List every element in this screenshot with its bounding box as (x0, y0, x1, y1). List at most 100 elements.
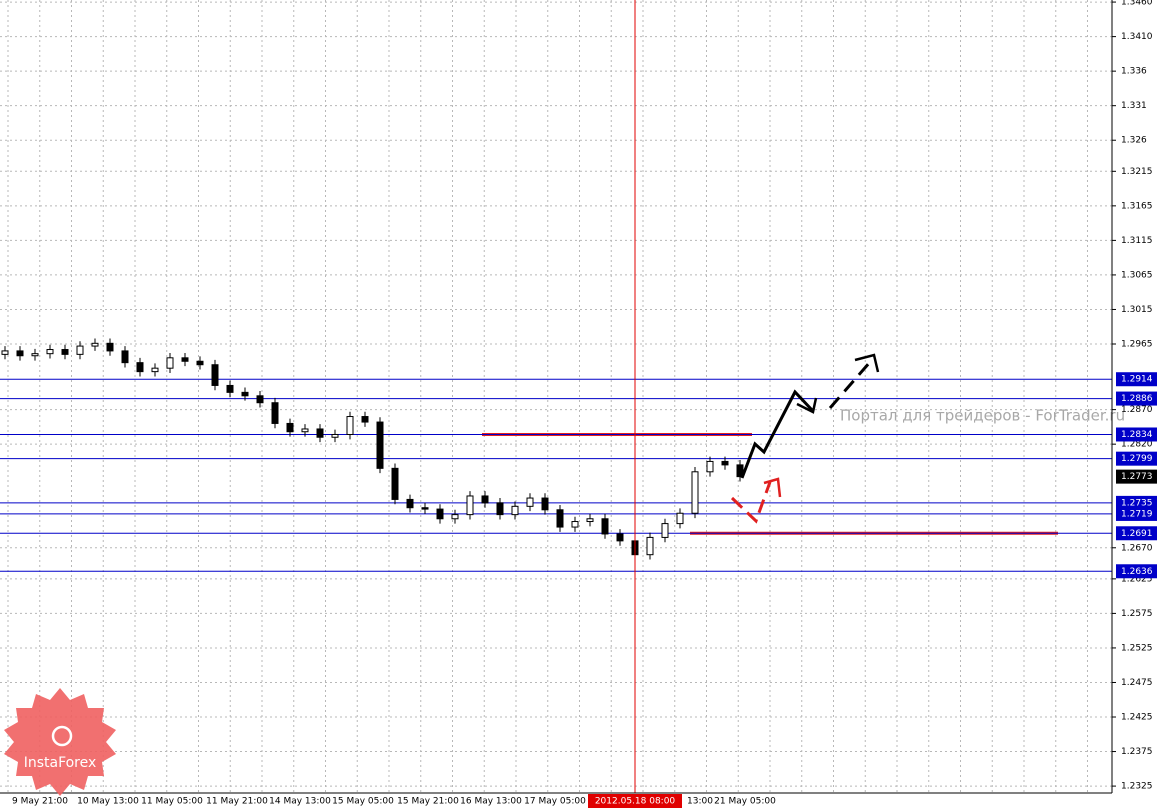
candle-body (331, 433, 339, 438)
candle-body (211, 364, 219, 386)
candle-body (406, 498, 414, 509)
y-tick-label: 1.3115 (1121, 236, 1153, 246)
candle-body (286, 422, 294, 433)
candle-body (526, 497, 534, 507)
candle-body (616, 533, 624, 542)
candle-body (466, 495, 474, 516)
x-tick-label: 11 May 05:00 (141, 797, 203, 807)
candle-body (661, 523, 669, 538)
level-label-bg (1116, 526, 1157, 541)
y-tick-label: 1.2625 (1121, 574, 1153, 584)
level-label: 1.2691 (1121, 529, 1153, 539)
arrow-head (763, 477, 782, 498)
candle-body (346, 416, 354, 435)
candle-body (181, 357, 189, 362)
candle-body (451, 514, 459, 520)
candle-body (646, 536, 654, 556)
candle-body (556, 509, 564, 528)
candle-body (256, 395, 264, 404)
level-label: 1.2914 (1121, 375, 1153, 385)
y-tick-label: 1.2375 (1121, 747, 1153, 757)
crosshair-label-bg (588, 794, 682, 808)
x-tick-label: 10 May 13:00 (77, 797, 139, 807)
level-label: 1.2735 (1121, 498, 1153, 508)
y-tick-label: 1.2870 (1121, 405, 1153, 415)
x-tick-label: 15 May 05:00 (332, 797, 394, 807)
level-label: 1.2719 (1121, 509, 1153, 519)
level-label-bg (1116, 427, 1157, 442)
candle-body (421, 507, 429, 510)
logo-badge (4, 688, 116, 796)
candle-body (76, 345, 84, 355)
level-label-bg (1116, 372, 1157, 387)
candle-body (571, 521, 579, 528)
level-label: 1.2636 (1121, 567, 1153, 577)
candle-body (61, 349, 69, 355)
y-tick-label: 1.3410 (1121, 32, 1153, 42)
candle-body (676, 512, 684, 525)
y-tick-label: 1.2575 (1121, 609, 1153, 619)
y-tick-label: 1.2820 (1121, 440, 1153, 450)
arrow-head (796, 397, 818, 414)
y-tick-label: 1.3165 (1121, 201, 1153, 211)
crosshair-label: 2012.05.18 08:00 (595, 797, 676, 807)
level-label-bg (1116, 506, 1157, 521)
level-label-bg (1116, 564, 1157, 579)
candle-body (151, 367, 159, 373)
candle-body (721, 460, 729, 466)
y-tick-label: 1.2325 (1121, 782, 1153, 792)
candle-body (166, 357, 174, 369)
y-tick-label: 1.2475 (1121, 678, 1153, 688)
candle-body (691, 471, 699, 514)
logo-text: InstaForex (24, 755, 97, 771)
y-tick-label: 1.3460 (1121, 0, 1153, 8)
candle-body (16, 350, 24, 357)
level-label: 1.2799 (1121, 454, 1153, 464)
candle-body (106, 342, 114, 352)
vertical-grid (0, 0, 1112, 793)
candle-body (601, 518, 609, 535)
candle-body (436, 508, 444, 520)
alt-forecast (730, 481, 772, 524)
candle-body (316, 428, 324, 438)
forecast-arrow (740, 389, 814, 479)
level-label: 1.2886 (1121, 394, 1153, 404)
candle-body (121, 350, 129, 364)
candle-body (736, 464, 744, 478)
candle-body (496, 502, 504, 516)
candle-body (271, 402, 279, 424)
watermark: Портал для трейдеров - ForTrader.ru (840, 407, 1125, 425)
y-tick-label: 1.2965 (1121, 340, 1153, 350)
candle-body (301, 428, 309, 433)
current-price-bg (1116, 469, 1157, 484)
y-tick-label: 1.2525 (1121, 643, 1153, 653)
y-tick-label: 1.326 (1121, 136, 1147, 146)
candle-body (1, 350, 9, 355)
y-tick-label: 1.336 (1121, 67, 1147, 77)
candle-body (511, 505, 519, 516)
x-tick-label: 17 May 05:00 (524, 797, 586, 807)
candle-body (481, 495, 489, 504)
y-tick-label: 1.3215 (1121, 167, 1153, 177)
x-tick-label: 14 May 13:00 (269, 797, 331, 807)
candle-body (541, 497, 549, 511)
level-label: 1.2834 (1121, 430, 1153, 440)
candle-body (226, 384, 234, 393)
candle-body (91, 342, 99, 347)
arrow-head (854, 353, 880, 373)
current-price-label: 1.2773 (1121, 472, 1153, 482)
y-tick-label: 1.3015 (1121, 305, 1153, 315)
level-label-bg (1116, 391, 1157, 406)
x-tick-label: 21 May 05:00 (714, 797, 776, 807)
x-tick-label: 16 May 13:00 (460, 797, 522, 807)
x-tick-label: 11 May 21:00 (206, 797, 268, 807)
candle-body (196, 360, 204, 366)
candle-body (376, 421, 384, 469)
candle-body (46, 349, 54, 355)
x-tick-label: 13:00 (687, 797, 713, 807)
forecast-dashed (828, 361, 872, 409)
candle-body (361, 416, 369, 423)
candle-body (706, 460, 714, 473)
